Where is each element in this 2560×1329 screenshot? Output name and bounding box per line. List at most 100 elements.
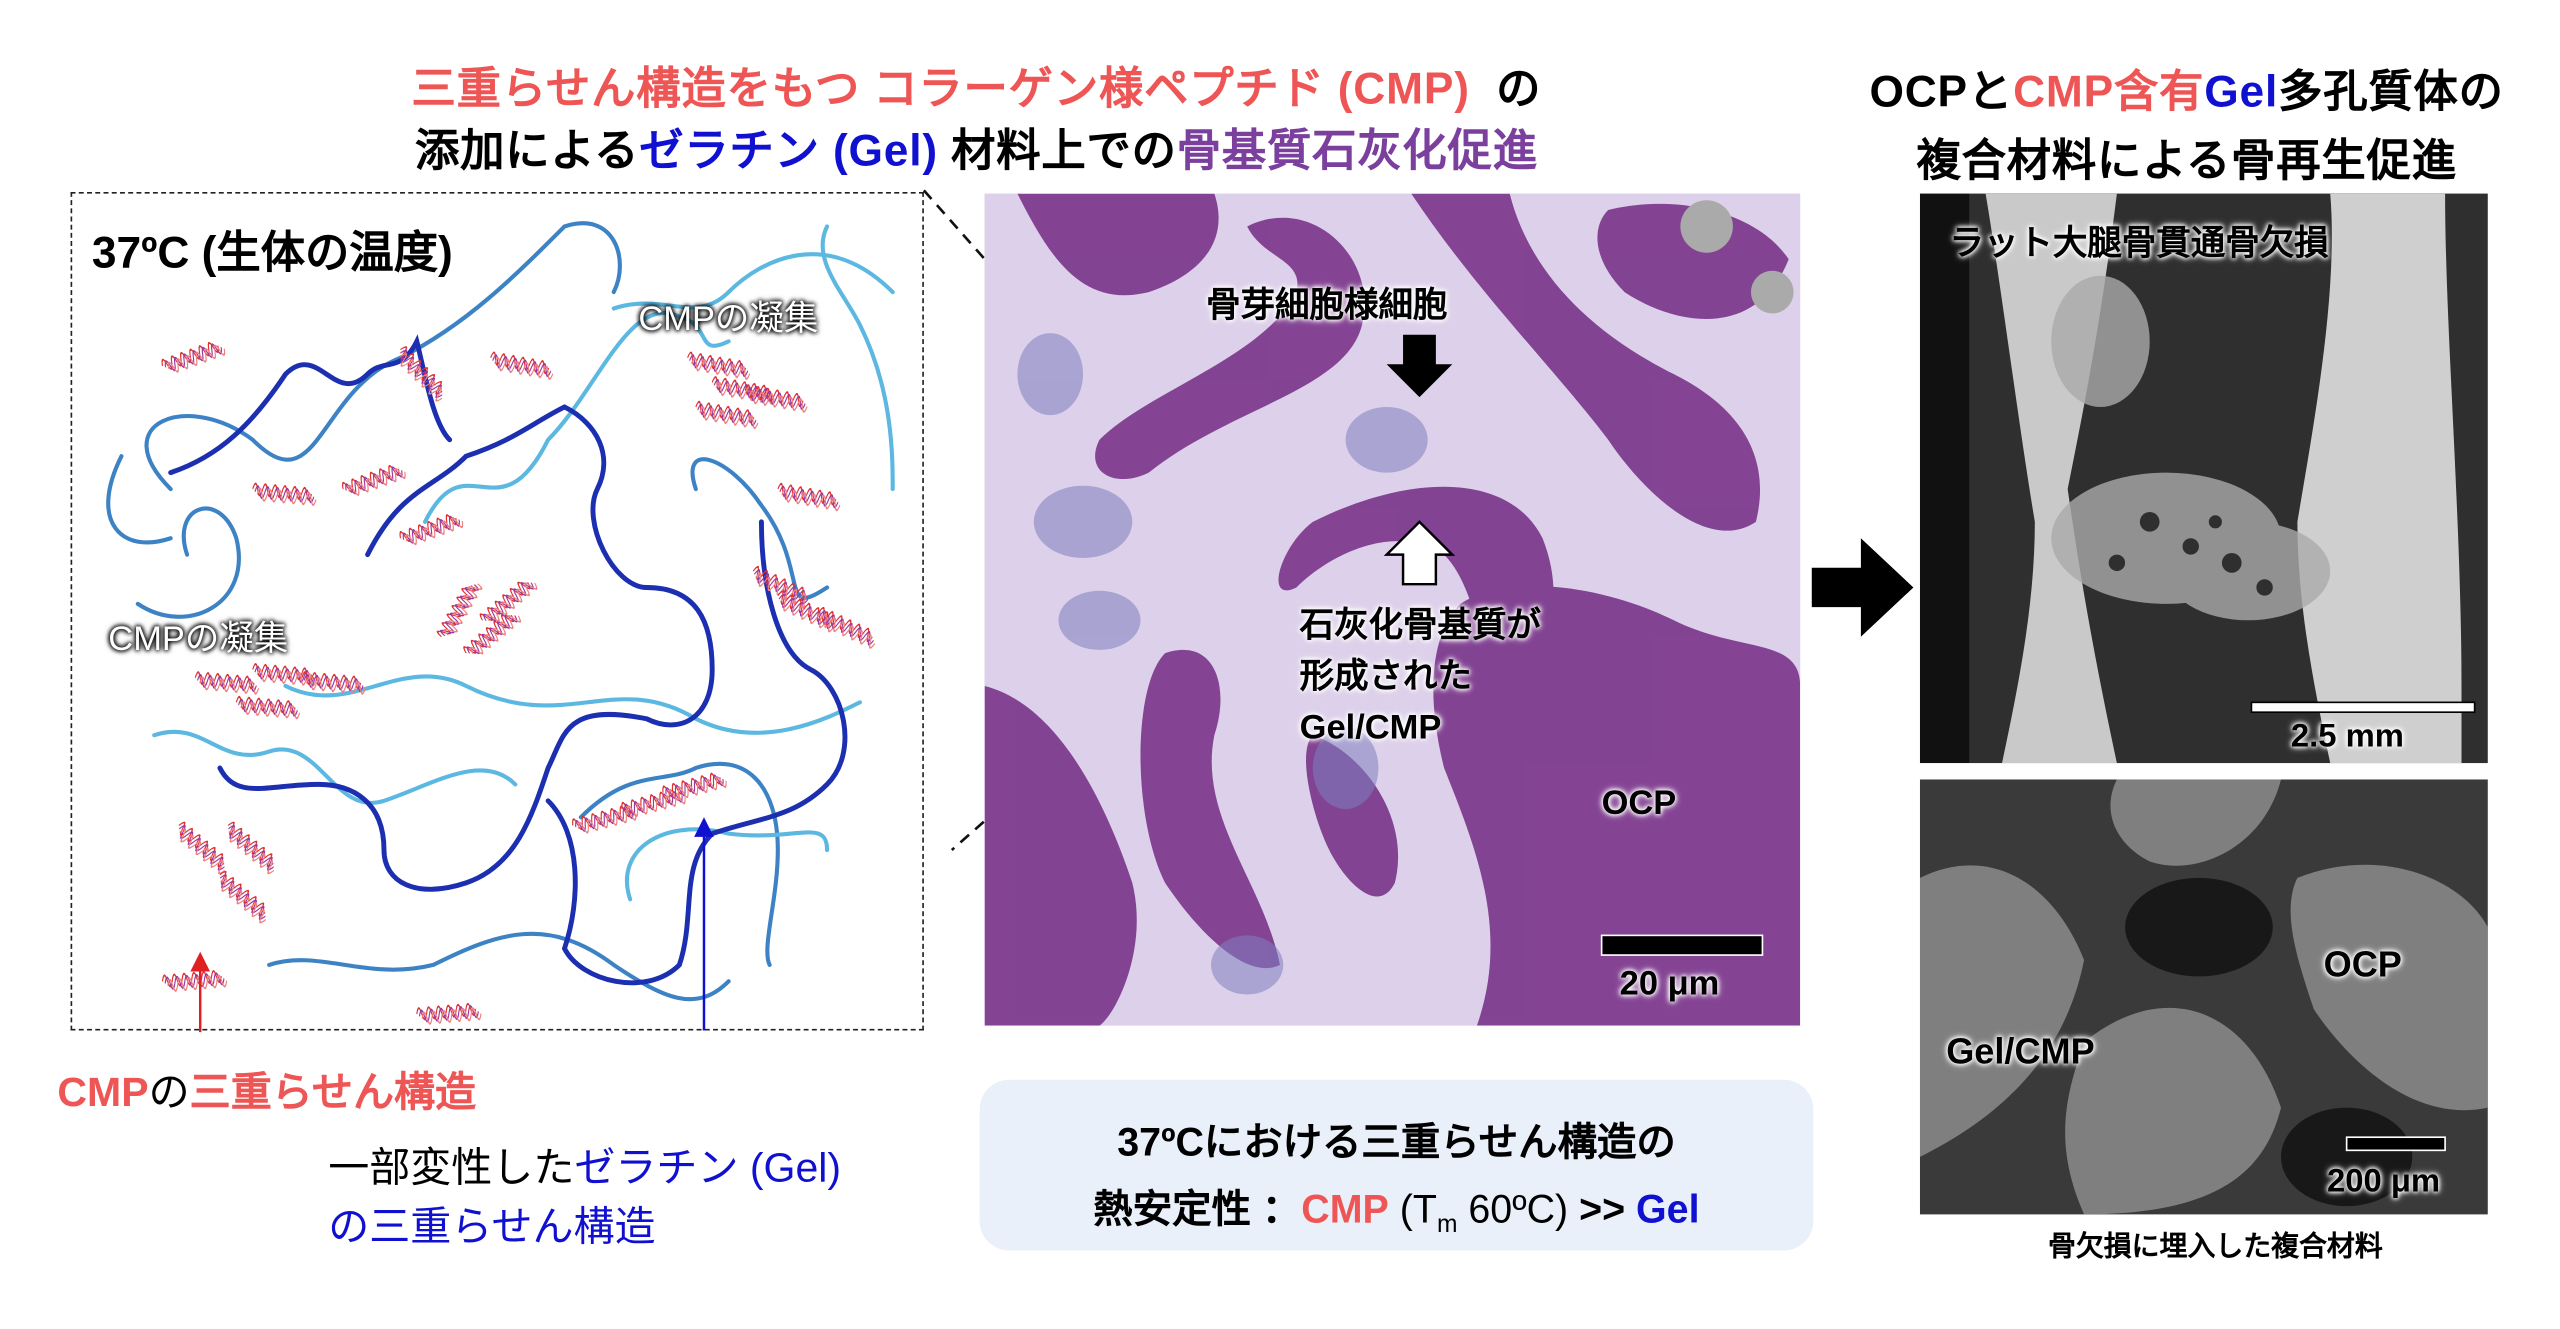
cmp-triple-helix-icon xyxy=(490,351,554,380)
sem-scale-bar-label: 200 μm xyxy=(2326,1163,2441,1200)
ct-femur-image xyxy=(1919,193,2488,764)
matrix-label-line: Gel/CMP xyxy=(1299,708,1442,747)
gel-strand xyxy=(267,931,731,1002)
red-arrowhead xyxy=(190,951,211,972)
cmp-aggregate-label: CMPの凝集 xyxy=(638,300,819,339)
info-gel: Gel xyxy=(1636,1188,1700,1233)
cmp-aggregate-label: CMPの凝集 xyxy=(108,620,289,659)
cmp-triple-helix-icon xyxy=(301,671,366,695)
cmp-triple-helix-icon xyxy=(252,482,317,507)
sem-image: OCP Gel/CMP 200 μm xyxy=(1919,779,2488,1215)
sem-gel-cmp-label: Gel/CMP xyxy=(1946,1030,2095,1072)
cmp-triple-helix-icon xyxy=(752,565,810,608)
histology-micrograph: 骨芽細胞様細胞 石灰化骨基質が 形成された Gel/CMP OCP 20 μm xyxy=(984,193,1801,1026)
ct-label: ラット大腿骨貫通骨欠損 xyxy=(1949,224,2329,263)
label-no: の xyxy=(148,1069,190,1116)
cmp-triple-helix-icon xyxy=(744,384,808,413)
info-thermal-text: 熱安定性 ： xyxy=(1093,1188,1302,1233)
cmp-triple-helix-icon xyxy=(463,614,522,655)
cmp-triple-helix-icon xyxy=(695,400,759,430)
matrix-label-line: 石灰化骨基質が xyxy=(1299,607,1541,645)
title-no-text: の xyxy=(1496,63,1542,114)
right-title-gel: Gel xyxy=(2204,67,2279,117)
cmp-triple-helix-icon xyxy=(161,970,228,992)
cmp-triple-helix-icon xyxy=(161,341,226,373)
title-gel-text: ゼラチン (Gel) xyxy=(639,126,938,176)
gel-strand-dark xyxy=(545,519,848,986)
temperature-label: 37ºC (生体の温度) xyxy=(91,228,453,278)
cmp-triple-helix-icon xyxy=(662,772,727,801)
gel-strand xyxy=(611,224,895,492)
gel-strand-dark xyxy=(217,404,715,892)
cmp-triple-helix-icon xyxy=(436,583,483,637)
title-cmp-text: 三重らせん構造をもつ コラーゲン様ペプチド (CMP) xyxy=(411,63,1470,114)
gel-helix-label-line-1: 一部変性したゼラチン (Gel) xyxy=(328,1136,841,1195)
info-tm: (T xyxy=(1388,1188,1437,1233)
right-title-ocp: OCPと xyxy=(1869,67,2014,117)
ct-scale-bar-label: 2.5 mm xyxy=(2290,718,2404,755)
title-text: 添加による xyxy=(414,126,640,176)
info-line-1: 37ºCにおける三重らせん構造の xyxy=(1117,1120,1676,1166)
gel-strand xyxy=(422,310,731,524)
matrix-label-line: 形成された xyxy=(1299,658,1472,696)
cmp-triple-helix-icon xyxy=(194,671,260,695)
gel-strand xyxy=(152,729,518,805)
cmp-triple-helix-icon xyxy=(235,695,301,720)
cmp-triple-helix-icon xyxy=(219,870,266,924)
schematic-panel: 37ºC (生体の温度) CMPの凝集 CMPの凝集 xyxy=(70,191,924,1033)
right-title-line-1: OCPとCMP含有Gel多孔質体の xyxy=(1813,56,2560,120)
main-title-line-2: 添加によるゼラチン (Gel) 材料上での骨基質石灰化促進 xyxy=(369,115,1583,179)
cmp-triple-helix-icon xyxy=(777,482,841,512)
right-arrow-icon xyxy=(1811,538,1914,637)
sem-ocp-label: OCP xyxy=(2323,943,2402,985)
black-arrow-icon xyxy=(1386,334,1453,398)
sem-caption: 骨欠損に埋入した複合材料 xyxy=(2047,1230,2383,1262)
label-cmp: CMP xyxy=(57,1069,149,1116)
stained-tissue-image xyxy=(984,193,1801,1026)
scale-bar xyxy=(2250,701,2476,714)
sem-porous-image xyxy=(1919,779,2488,1215)
cmp-triple-helix-icon xyxy=(416,1002,482,1025)
osteoblast-label: 骨芽細胞様細胞 xyxy=(1206,287,1448,325)
cmp-triple-helix-icon xyxy=(572,805,637,834)
scale-bar xyxy=(2345,1136,2446,1152)
scale-bar xyxy=(1600,934,1764,956)
info-gt: >> xyxy=(1568,1188,1637,1233)
label-gelatin: ゼラチン (Gel) xyxy=(574,1145,842,1192)
info-cmp: CMP xyxy=(1301,1188,1389,1233)
right-title-line-2: 複合材料による骨再生促進 xyxy=(1916,136,2457,186)
cmp-triple-helix-icon xyxy=(479,581,538,622)
scale-bar-label: 20 μm xyxy=(1619,964,1720,1003)
right-title-porous: 多孔質体の xyxy=(2278,67,2504,117)
title-mineral-text: 骨基質石灰化促進 xyxy=(1176,126,1538,176)
cmp-triple-helix-icon xyxy=(818,606,876,649)
thermal-stability-box: 37ºCにおける三重らせん構造の 熱安定性 ：CMP (Tm 60ºC) >> … xyxy=(979,1079,1814,1251)
micro-ct-image: ラット大腿骨貫通骨欠損 2.5 mm xyxy=(1919,193,2488,764)
cmp-triple-helix-icon xyxy=(687,351,751,380)
cmp-triple-helix-icon xyxy=(227,821,275,875)
gel-strand xyxy=(106,454,241,619)
info-tm-sub: m xyxy=(1436,1210,1458,1239)
gel-strand xyxy=(144,221,622,492)
gel-helix-label-line-2: の三重らせん構造 xyxy=(328,1204,656,1251)
cmp-triple-helix-icon xyxy=(400,346,443,402)
main-title-line-1: 三重らせん構造をもつ コラーゲン様ペプチド (CMP) の xyxy=(369,53,1583,117)
blue-arrowhead xyxy=(694,817,714,837)
gel-strand xyxy=(283,674,862,735)
gel-strand-dark xyxy=(168,334,453,476)
label-triple-helix: 三重らせん構造 xyxy=(189,1069,477,1116)
info-line-2: 熱安定性 ：CMP (Tm 60ºC) >> Gel xyxy=(980,1177,1814,1239)
label-denatured: 一部変性した xyxy=(328,1145,575,1192)
gel-strand-network xyxy=(106,221,895,1033)
mineralized-matrix-label: 石灰化骨基質が 形成された Gel/CMP xyxy=(1300,601,1541,754)
gel-strand xyxy=(578,761,780,967)
info-temp: 60ºC) xyxy=(1457,1188,1569,1233)
cmp-triple-helix-icon xyxy=(399,514,464,546)
white-arrow-icon xyxy=(1383,520,1456,586)
cmp-triple-helix-icon xyxy=(342,464,406,496)
cmp-triple-helix-icon xyxy=(252,662,317,687)
cmp-triple-helix-icon xyxy=(178,821,225,875)
right-title-cmp: CMP含有 xyxy=(2013,67,2205,117)
ocp-label: OCP xyxy=(1601,784,1677,823)
